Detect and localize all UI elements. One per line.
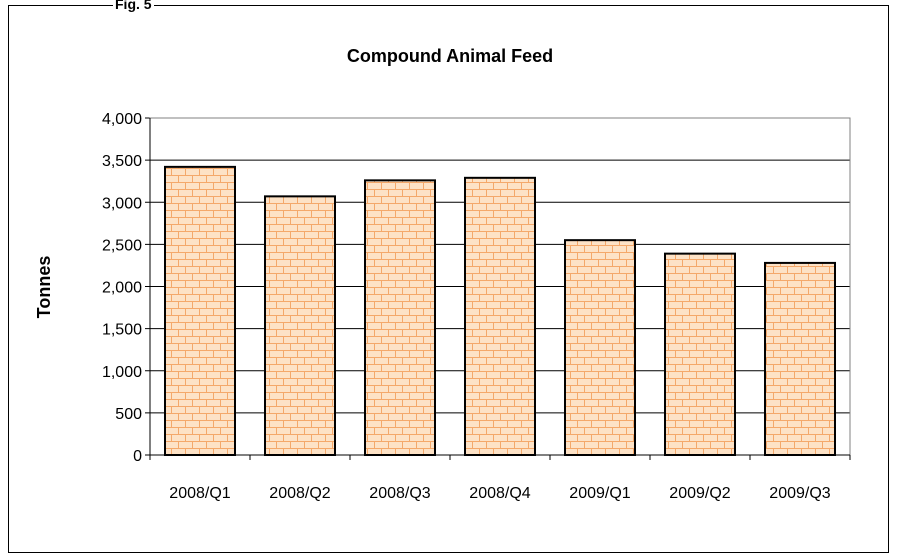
y-tick-labels: 0 500 1,000 1,500 2,000 2,500 3,000 3,500 4,000 [102,111,142,465]
bar [264,195,336,456]
y-axis-label: Tonnes [34,256,54,319]
x-tick-label: 2008/Q4 [469,485,530,502]
y-tick-label: 2,000 [102,280,142,297]
y-tick-label: 0 [133,448,142,465]
bar [464,176,536,456]
bar [564,239,636,456]
chart-frame: Fig. 5 [8,0,889,553]
x-tick-label: 2008/Q3 [369,485,430,502]
bar [764,261,836,456]
y-tick-label: 1,000 [102,364,142,381]
y-tick-label: 4,000 [102,111,142,128]
x-tick-label: 2008/Q2 [269,485,330,502]
x-tick-label: 2009/Q1 [569,485,630,502]
y-tick-label: 3,000 [102,195,142,212]
y-tick-label: 2,500 [102,237,142,254]
x-tick-label: 2009/Q2 [669,485,730,502]
x-tick-label: 2008/Q1 [169,485,230,502]
y-tick-label: 3,500 [102,153,142,170]
x-tick-label: 2009/Q3 [769,485,830,502]
bar [164,165,236,457]
bars [164,165,836,457]
chart-title: Compound Animal Feed [347,46,553,66]
bar [664,252,736,456]
y-tick-label: 1,500 [102,322,142,339]
bar [364,179,436,456]
y-tick-label: 500 [115,406,142,423]
axes [149,117,851,460]
x-tick-labels: 2008/Q1 2008/Q2 2008/Q3 2008/Q4 2009/Q1 2009/… [169,485,830,502]
figure-label: Fig. 5 [113,0,154,11]
